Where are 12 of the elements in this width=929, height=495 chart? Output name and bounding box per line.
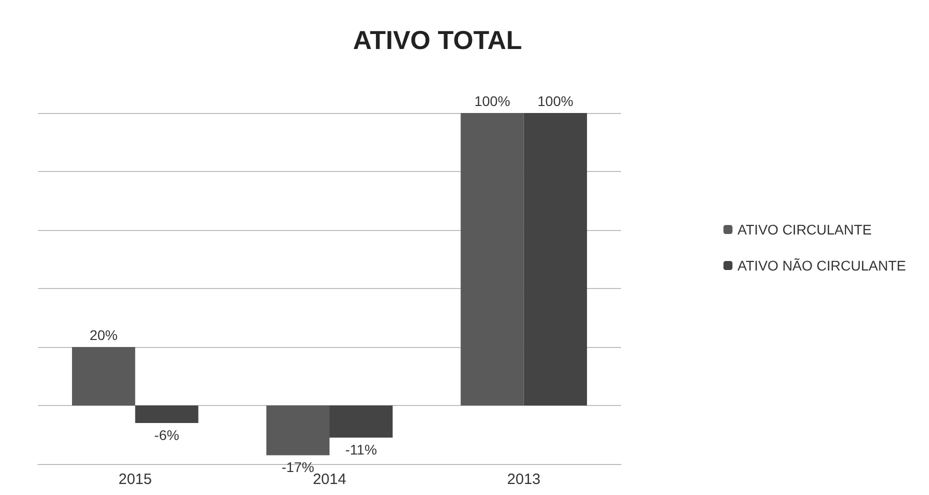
legend-label: ATIVO CIRCULANTE (737, 222, 872, 238)
data-label: 100% (538, 93, 574, 109)
data-label: 100% (474, 93, 510, 109)
data-label: -17% (282, 459, 314, 476)
x-tick-label: 2013 (507, 471, 541, 488)
data-label: -11% (345, 442, 377, 458)
legend-label: ATIVO NÃO CIRCULANTE (737, 258, 906, 274)
data-label: 20% (90, 327, 118, 343)
data-label: -6% (154, 427, 180, 444)
x-tick-label: 2014 (312, 471, 346, 488)
chart-title: ATIVO TOTAL (353, 25, 522, 55)
x-tick-label: 2015 (118, 471, 152, 488)
